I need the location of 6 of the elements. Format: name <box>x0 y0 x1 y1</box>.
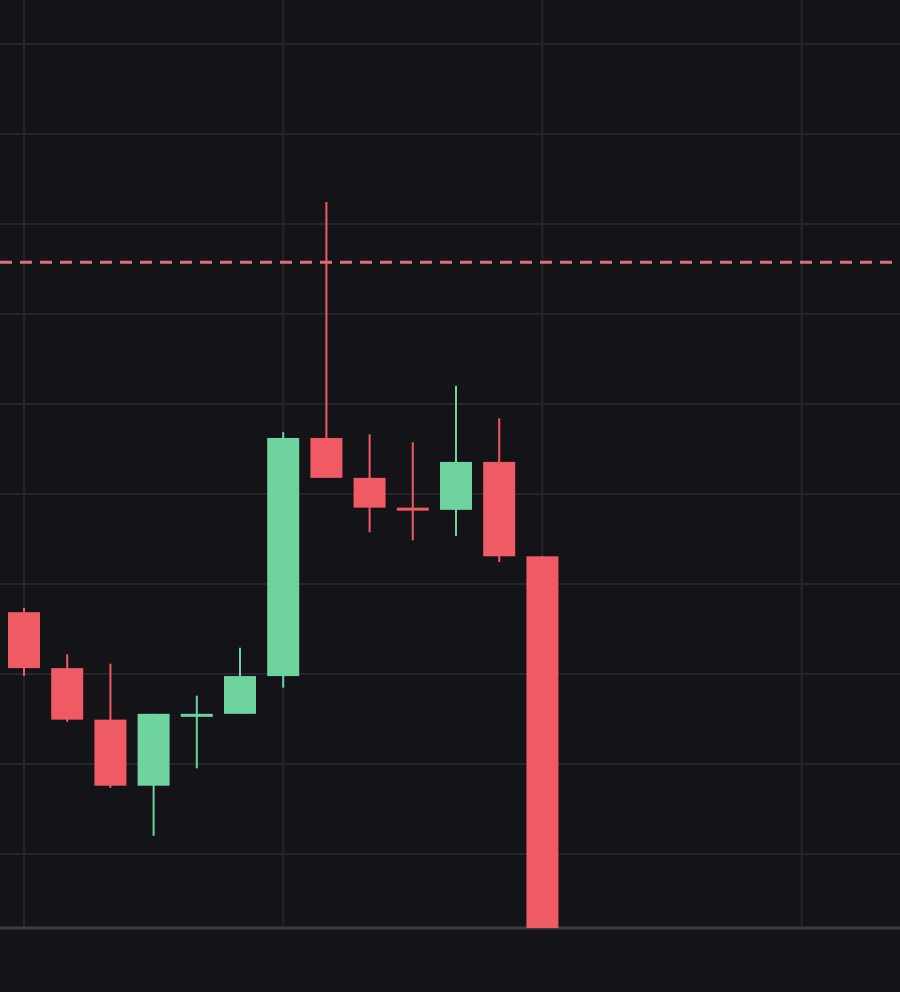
candlestick <box>396 441 429 542</box>
candlestick <box>180 694 213 770</box>
candlestick <box>224 646 256 715</box>
candlestick <box>310 201 343 479</box>
candlestick <box>440 384 472 537</box>
candlestick <box>353 433 386 534</box>
